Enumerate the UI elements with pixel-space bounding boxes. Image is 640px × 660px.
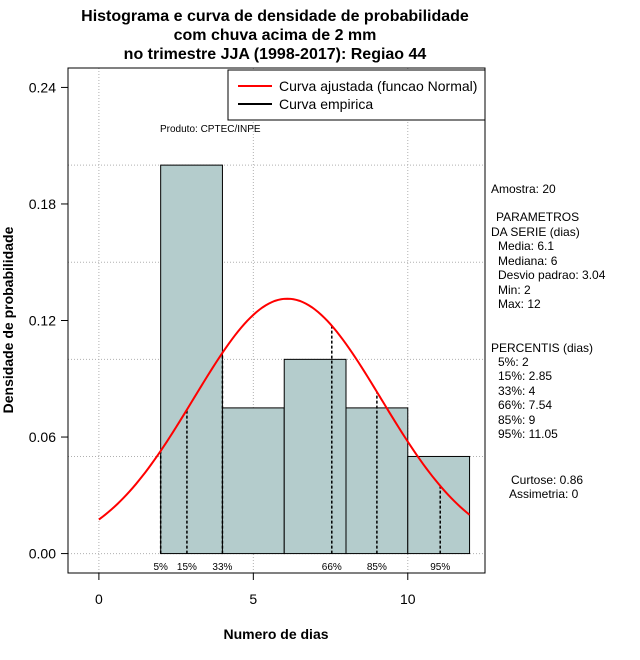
y-tick-label-4: 0.24 [29,79,56,95]
percentile-label-2: 33% [212,562,232,573]
x-tick-label-1: 5 [249,591,257,607]
stat-media: Media: 6.1 [498,239,554,253]
statistics-panel: Amostra: 20 PARAMETROS DA SERIE (dias) M… [491,182,606,501]
stat-param-header-2: DA SERIE (dias) [491,225,580,239]
stat-perc-header: PERCENTIS (dias) [491,341,593,355]
histogram-bars [160,164,471,555]
stat-max: Max: 12 [498,297,541,311]
x-tick-label-2: 10 [400,591,416,607]
y-axis-title: Densidade de probabilidade [0,226,16,413]
y-tick-label-3: 0.18 [29,196,56,212]
stat-p15: 15%: 2.85 [498,369,552,383]
chart-title-line-2: com chuva acima de 2 mm [174,27,377,44]
stat-p95: 95%: 11.05 [498,427,558,441]
x-tick-label-0: 0 [95,591,103,607]
stat-mediana: Mediana: 6 [498,254,558,268]
percentile-label-0: 5% [153,562,168,573]
histogram-bar-2 [283,358,347,555]
legend-box [227,69,486,121]
chart-title-line-1: Histograma e curva de densidade de proba… [81,8,469,25]
x-axis-title: Numero de dias [223,626,328,642]
histogram-bar-0 [160,164,223,555]
y-tick-label-0: 0.00 [29,546,56,562]
y-tick-label-1: 0.06 [29,429,56,445]
chart-title-line-3: no trimestre JJA (1998-2017): Regiao 44 [124,46,427,63]
percentile-label-3: 66% [322,562,342,573]
stat-p5: 5%: 2 [498,355,529,369]
legend-normal-label: Curva ajustada (funcao Normal) [279,78,477,94]
stat-p33: 33%: 4 [498,384,536,398]
stat-p85: 85%: 9 [498,413,536,427]
histogram-bar-4 [407,455,471,555]
stat-desvio: Desvio padrao: 3.04 [498,268,606,282]
y-tick-label-2: 0.12 [29,313,56,329]
percentile-label-5: 95% [430,562,450,573]
product-annotation: Produto: CPTEC/INPE [160,124,261,135]
stat-assimetria: Assimetria: 0 [509,487,579,501]
stat-amostra: Amostra: 20 [491,182,556,196]
stat-min: Min: 2 [498,283,531,297]
stat-p66: 66%: 7.54 [498,398,552,412]
percentile-lines: 5% 15% 33% 66% 85% 95% [153,325,450,573]
stat-curtose: Curtose: 0.86 [511,473,583,487]
x-axis: 0 5 10 [95,572,416,607]
histogram-bar-1 [221,407,285,555]
legend: Curva ajustada (funcao Normal) Curva emp… [227,69,486,121]
percentile-label-4: 85% [367,562,387,573]
normal-curve [98,297,471,521]
y-axis: 0.00 0.06 0.12 0.18 0.24 [29,79,69,562]
curves [98,297,471,521]
legend-empirical-label: Curva empirica [279,96,373,112]
percentile-label-1: 15% [177,562,197,573]
stat-param-header-1: PARAMETROS [496,210,579,224]
